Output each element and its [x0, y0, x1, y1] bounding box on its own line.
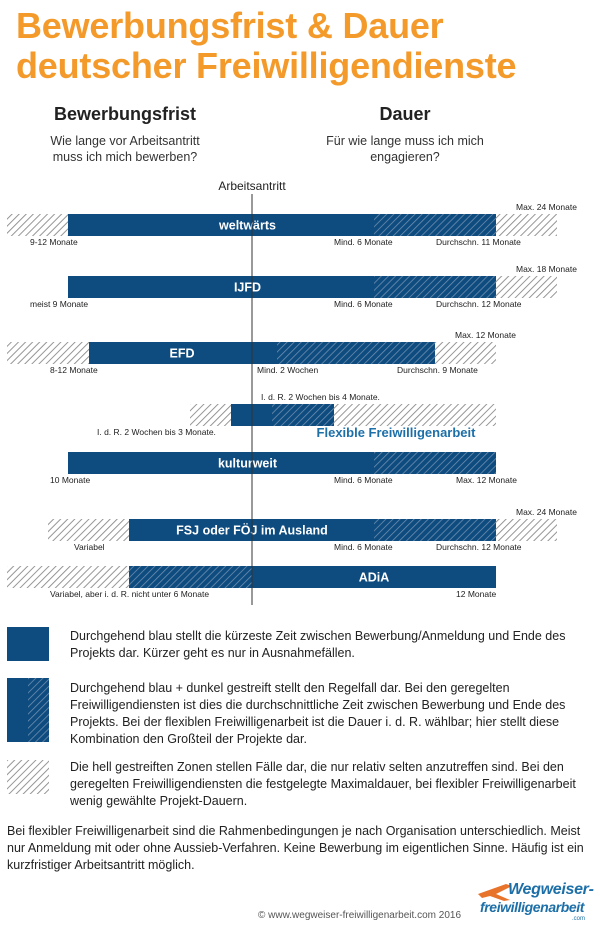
logo-bottom-text: freiwilligenarbeit [480, 899, 585, 915]
row-label: IJFD [234, 281, 261, 295]
bar-segment-light [48, 519, 129, 541]
bar-segment-dark [272, 404, 334, 426]
value-label: Mind. 6 Monate [334, 542, 393, 552]
value-label: Max. 12 Monate [456, 475, 517, 485]
legend-solid-swatch [7, 627, 49, 661]
value-label: Max. 12 Monate [455, 330, 516, 340]
timeline-chart: weltwärts 9-12 Monate Mind. 6 Monate Durchs… [7, 179, 577, 605]
arbeitsantritt-label: Arbeitsantritt [218, 179, 286, 193]
row-label: kulturweit [218, 457, 278, 471]
copyright: © www.wegweiser-freiwilligenarbeit.com 2… [258, 910, 462, 921]
plane-icon [478, 884, 512, 901]
value-label: Max. 24 Monate [516, 507, 577, 517]
value-label: Mind. 6 Monate [334, 237, 393, 247]
value-label: 8-12 Monate [50, 365, 98, 375]
value-label: Durchschn. 12 Monate [436, 542, 522, 552]
chart-row: Flexible Freiwilligenarbeit I. d. R. 2 Wo… [97, 392, 496, 440]
bar-segment-dark [374, 519, 496, 541]
bar-segment-solid [68, 214, 374, 236]
bar-segment-light [496, 519, 557, 541]
value-label: Max. 18 Monate [516, 264, 577, 274]
bar-segment-dark [129, 566, 252, 588]
chart-row: IJFD meist 9 Monate Mind. 6 Monate Durchsch… [30, 264, 577, 309]
page-title: Bewerbungsfrist & Dauer deutscher Freiwi… [16, 6, 586, 86]
left-sub-line-2: muss ich mich bewerben? [52, 150, 198, 164]
value-label: Variabel, aber i. d. R. nicht unter 6 Mo… [50, 589, 209, 599]
value-label: Durchschn. 12 Monate [436, 299, 522, 309]
bar-segment-light [7, 566, 129, 588]
value-label: Mind. 6 Monate [334, 475, 393, 485]
value-label: Mind. 2 Wochen [257, 365, 319, 375]
left-heading: Bewerbungsfrist [53, 104, 197, 124]
value-label: I. d. R. 2 Wochen bis 3 Monate. [97, 427, 216, 437]
legend-text-solid: Durchgehend blau stellt die kürzeste Zei… [70, 629, 566, 660]
bar-segment-light [190, 404, 231, 426]
bar-segment-light [7, 342, 89, 364]
bar-segment-dark [374, 452, 496, 474]
right-subtitle: Für wie lange muss ich mich engagieren? [300, 133, 510, 165]
chart-row: kulturweit 10 Monate Mind. 6 Monate Max. 12… [50, 452, 517, 485]
bar-segment-light [496, 276, 557, 298]
right-heading: Dauer [379, 104, 431, 124]
bar-segment-solid [68, 452, 374, 474]
row-label: Flexible Freiwilligenarbeit [317, 425, 477, 440]
bar-segment-solid [68, 276, 374, 298]
bar-segment-light [435, 342, 496, 364]
value-label: Variabel [74, 542, 105, 552]
value-label: I. d. R. 2 Wochen bis 4 Monate. [261, 392, 380, 402]
value-label: meist 9 Monate [30, 299, 88, 309]
chart-row: weltwärts 9-12 Monate Mind. 6 Monate Durchs… [7, 202, 577, 247]
legend-solid-dark-swatch [7, 678, 49, 742]
value-label: 12 Monate [456, 589, 496, 599]
value-label: Mind. 6 Monate [334, 299, 393, 309]
left-sub-line-1: Wie lange vor Arbeitsantritt [50, 134, 200, 148]
wegweiser-logo: Wegweiser- freiwilligenarbeit .com [476, 878, 594, 924]
bar-segment-dark [374, 214, 496, 236]
legend-text-light: Die hell gestreiften Zonen stellen Fälle… [70, 760, 576, 808]
left-subtitle: Wie lange vor Arbeitsantritt muss ich mi… [20, 133, 230, 165]
bar-segment-dark [374, 276, 496, 298]
bar-segment-dark [277, 342, 435, 364]
value-label: Max. 24 Monate [516, 202, 577, 212]
title-line-1: Bewerbungsfrist & Dauer [16, 5, 444, 46]
legend-text-solid-dark: Durchgehend blau + dunkel gestreift stel… [70, 681, 566, 746]
title-line-2: deutscher Freiwilligendienste [16, 45, 517, 86]
logo-top-text: Wegweiser- [508, 881, 594, 898]
bar-segment-solid [252, 566, 496, 588]
footnote: Bei flexibler Freiwilligenarbeit sind di… [7, 824, 584, 872]
right-sub-line-2: engagieren? [370, 150, 440, 164]
value-label: 10 Monate [50, 475, 90, 485]
bar-segment-light [496, 214, 557, 236]
chart-row: ADiA Variabel, aber i. d. R. nicht unter … [7, 566, 496, 599]
bar-segment-light [334, 404, 496, 426]
legend-light-swatch [7, 760, 49, 794]
value-label: 9-12 Monate [30, 237, 78, 247]
row-label: EFD [170, 347, 195, 361]
logo-com-text: .com [572, 916, 586, 922]
chart-row: EFD 8-12 Monate Mind. 2 Wochen Durchschn. 9… [7, 330, 516, 375]
bar-segment-light [7, 214, 68, 236]
value-label: Durchschn. 11 Monate [436, 237, 521, 247]
right-sub-line-1: Für wie lange muss ich mich [326, 134, 484, 148]
row-label: ADiA [359, 571, 390, 585]
value-label: Durchschn. 9 Monate [397, 365, 478, 375]
row-label: weltwärts [218, 219, 276, 233]
bar-segment-solid [89, 342, 277, 364]
